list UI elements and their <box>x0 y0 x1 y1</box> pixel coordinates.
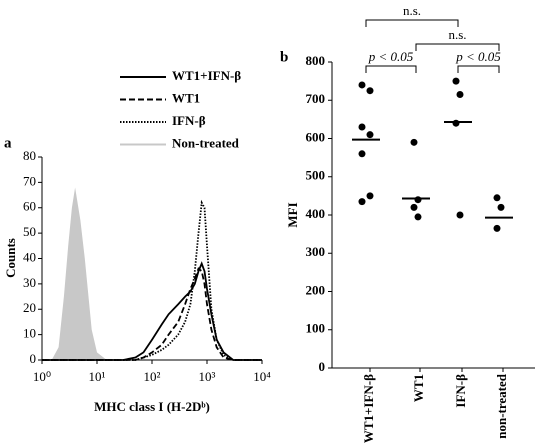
y-tick-label: 30 <box>23 275 36 290</box>
area <box>42 187 262 360</box>
y-tick-label: 40 <box>23 249 36 264</box>
dot <box>497 203 505 211</box>
y-tick-label: 600 <box>306 129 326 144</box>
x-tick-label: 10¹ <box>89 369 106 384</box>
dot <box>452 77 460 85</box>
dot <box>493 194 501 202</box>
dot <box>366 192 374 200</box>
y-tick-label: 800 <box>306 53 326 68</box>
dot <box>410 203 418 211</box>
y-tick-label: 400 <box>306 206 326 221</box>
dot <box>366 131 374 139</box>
x-tick-label: 10⁴ <box>253 369 271 384</box>
annotation: n.s. <box>403 3 421 18</box>
panel-letter: a <box>4 135 12 151</box>
dot <box>358 198 366 206</box>
y-axis-label: MFI <box>285 202 300 227</box>
x-tick-label: 10² <box>144 369 161 384</box>
dot <box>358 81 366 89</box>
y-tick-label: 20 <box>23 300 36 315</box>
dot <box>414 196 422 204</box>
dot <box>358 150 366 158</box>
legend-label: IFN-β <box>172 113 206 128</box>
bracket <box>365 19 459 27</box>
bracket <box>457 65 500 73</box>
bracket <box>415 43 500 51</box>
x-tick-label: WT1 <box>411 374 426 402</box>
y-tick-label: 80 <box>23 148 36 163</box>
x-tick-label: non-treated <box>494 373 509 439</box>
dot <box>493 224 501 232</box>
x-tick-label: WT1+IFN-β <box>361 374 376 443</box>
x-axis-label: MHC class I (H-2Dᵇ) <box>94 399 210 414</box>
x-tick-label: 10⁰ <box>33 369 51 384</box>
dot <box>366 87 374 95</box>
legend-label: Non-treated <box>172 135 240 150</box>
dot <box>452 119 460 127</box>
legend-label: WT1+IFN-β <box>172 68 241 83</box>
y-tick-label: 500 <box>306 168 326 183</box>
y-tick-label: 300 <box>306 244 326 259</box>
y-tick-label: 70 <box>23 173 36 188</box>
legend-label: WT1 <box>172 90 200 105</box>
x-tick-label: 10³ <box>199 369 216 384</box>
y-tick-label: 0 <box>319 359 326 374</box>
x-tick-label: IFN-β <box>453 374 468 408</box>
y-tick-label: 50 <box>23 224 36 239</box>
dot <box>456 91 464 99</box>
y-tick-label: 10 <box>23 326 36 341</box>
annotation: p < 0.05 <box>455 49 501 64</box>
dot <box>410 138 418 146</box>
dot <box>358 123 366 131</box>
annotation: p < 0.05 <box>368 49 414 64</box>
panel-letter: b <box>280 49 288 65</box>
annotation: n.s. <box>448 27 466 42</box>
y-tick-label: 700 <box>306 91 326 106</box>
y-tick-label: 0 <box>30 351 37 366</box>
y-tick-label: 200 <box>306 282 326 297</box>
y-tick-label: 100 <box>306 321 326 336</box>
bracket <box>365 65 417 73</box>
dot <box>414 213 422 221</box>
y-tick-label: 60 <box>23 199 36 214</box>
dot <box>456 211 464 219</box>
y-axis-label: Counts <box>3 238 18 278</box>
